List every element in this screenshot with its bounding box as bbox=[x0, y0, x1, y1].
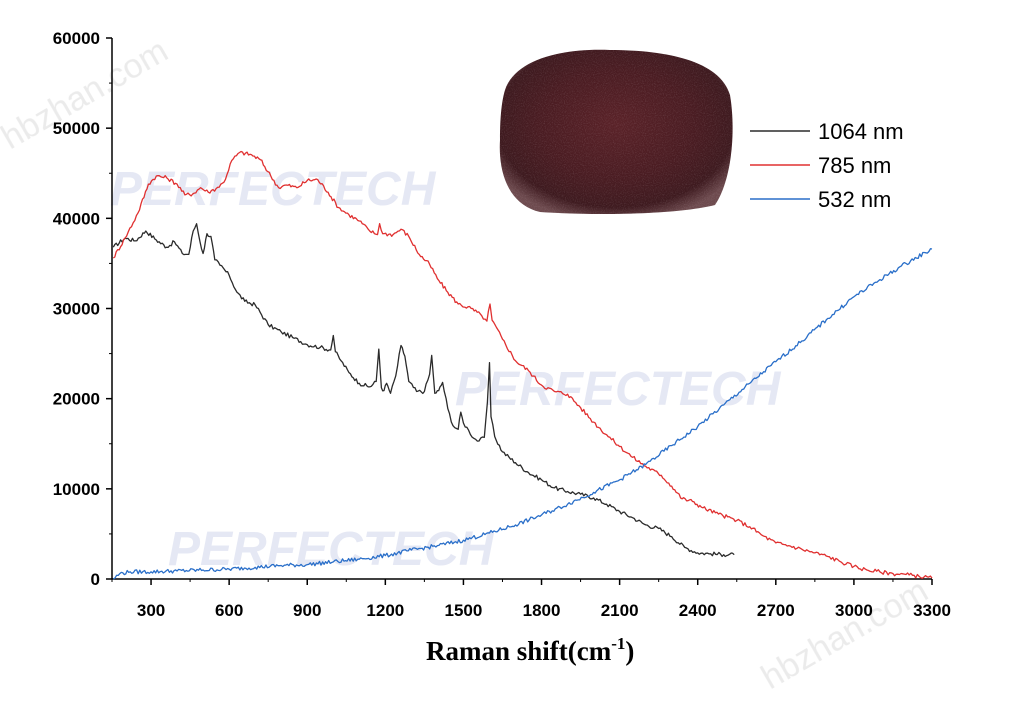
legend: 1064 nm 785 nm 532 nm bbox=[750, 119, 904, 212]
legend-label: 1064 nm bbox=[818, 119, 904, 144]
series-layer bbox=[112, 150, 933, 580]
x-tick-label: 300 bbox=[137, 601, 165, 620]
legend-label: 532 nm bbox=[818, 187, 891, 212]
x-tick-label: 3000 bbox=[835, 601, 873, 620]
y-tick-label: 10000 bbox=[53, 480, 100, 499]
legend-label: 785 nm bbox=[818, 153, 891, 178]
y-tick-label: 60000 bbox=[53, 29, 100, 48]
x-tick-label: 2100 bbox=[601, 601, 639, 620]
watermark-brand: PERFECTECH bbox=[455, 363, 782, 416]
watermark-brand: PERFECTECH bbox=[110, 163, 437, 216]
x-axis-label-superscript: -1 bbox=[611, 634, 625, 653]
series-line bbox=[113, 248, 933, 580]
ticks bbox=[106, 37, 933, 585]
x-tick-label: 2700 bbox=[757, 601, 795, 620]
series-line bbox=[112, 150, 933, 580]
series-line bbox=[112, 223, 735, 558]
x-tick-label: 3300 bbox=[913, 601, 951, 620]
y-tick-label: 20000 bbox=[53, 390, 100, 409]
x-axis-label: Raman shift(cm-1) bbox=[426, 634, 634, 666]
y-tick-label: 40000 bbox=[53, 209, 100, 228]
y-tick-label: 50000 bbox=[53, 119, 100, 138]
sample-photo bbox=[497, 45, 733, 217]
watermark-brand: PERFECTECH bbox=[168, 523, 495, 576]
x-tick-label: 600 bbox=[215, 601, 243, 620]
watermark-site: hbzhan.com bbox=[755, 571, 934, 697]
x-tick-label: 1500 bbox=[445, 601, 483, 620]
y-tick-label: 30000 bbox=[53, 300, 100, 319]
tick-labels: 0 10000 20000 30000 40000 50000 60000 300 600 900… bbox=[53, 29, 951, 620]
x-tick-label: 1200 bbox=[366, 601, 404, 620]
x-tick-label: 1800 bbox=[523, 601, 561, 620]
y-tick-label: 0 bbox=[91, 570, 100, 589]
x-tick-label: 2400 bbox=[679, 601, 717, 620]
x-tick-label: 900 bbox=[293, 601, 321, 620]
